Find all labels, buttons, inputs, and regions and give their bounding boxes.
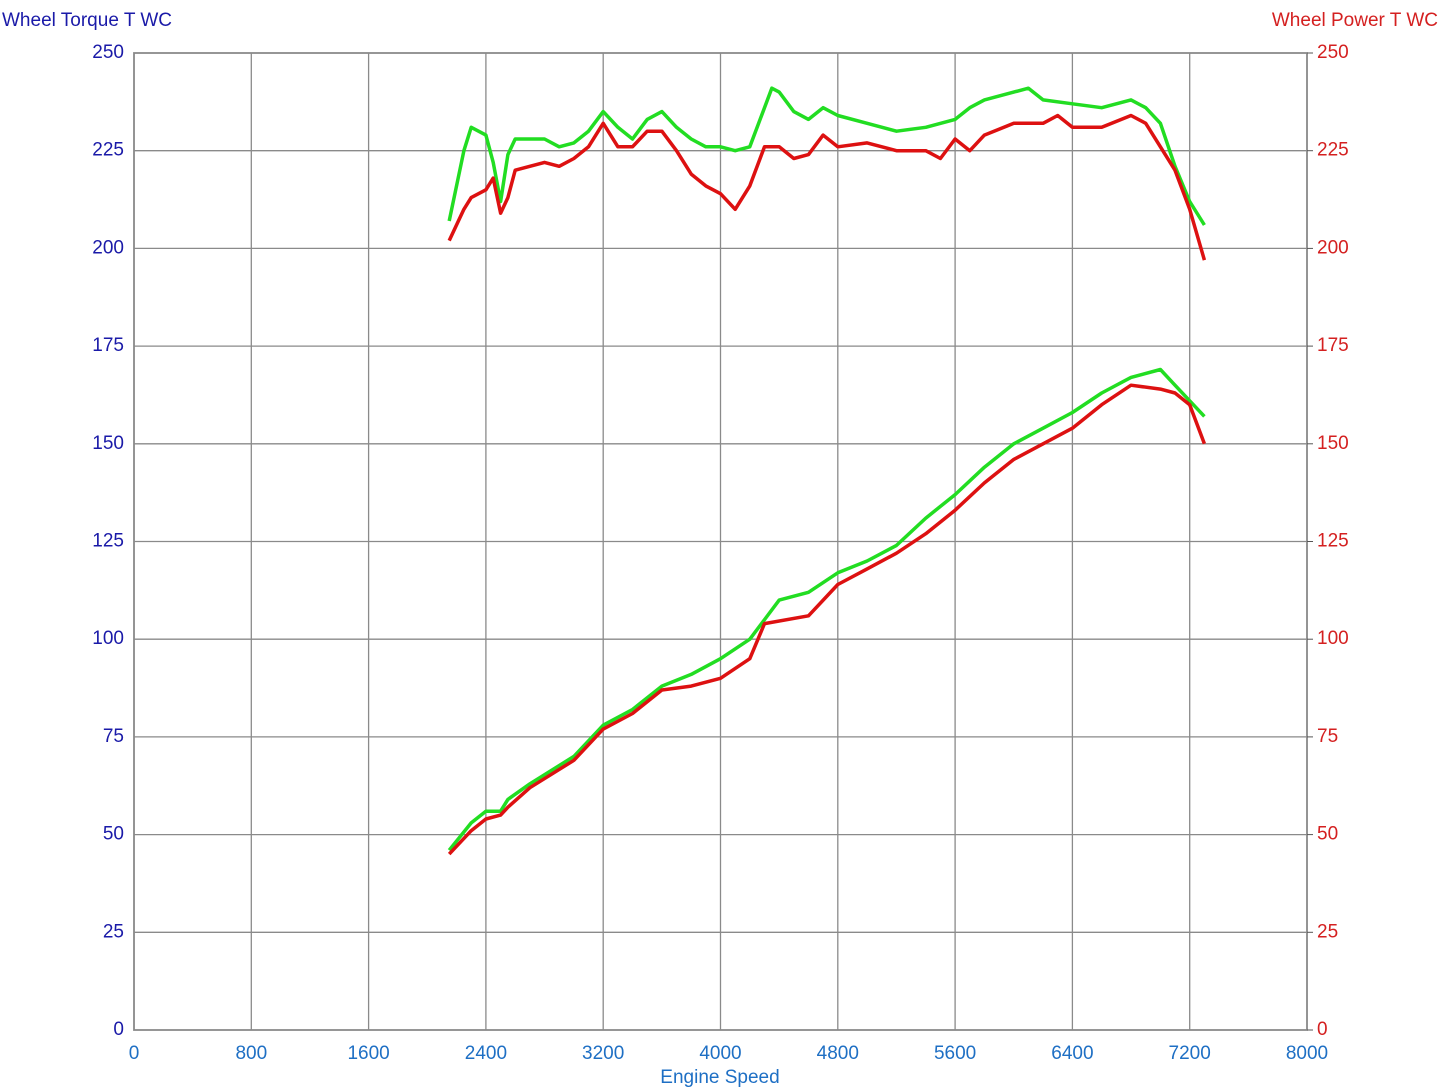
y2-tick-label: 100 bbox=[1317, 628, 1349, 649]
y-tick-label: 150 bbox=[92, 433, 124, 454]
x-tick-label: 1600 bbox=[347, 1043, 389, 1064]
y2-tick-label: 250 bbox=[1317, 42, 1349, 63]
y2-tick-label: 200 bbox=[1317, 237, 1349, 258]
y2-tick-label: 125 bbox=[1317, 531, 1349, 552]
y-tick-label: 100 bbox=[92, 628, 124, 649]
y-tick-label: 225 bbox=[92, 140, 124, 161]
y-tick-label: 175 bbox=[92, 335, 124, 356]
y-tick-label: 0 bbox=[113, 1019, 124, 1040]
x-tick-label: 0 bbox=[129, 1043, 140, 1064]
x-axis-title: Engine Speed bbox=[660, 1067, 779, 1088]
y-tick-label: 125 bbox=[92, 531, 124, 552]
x-tick-label: 8000 bbox=[1286, 1043, 1328, 1064]
x-tick-label: 6400 bbox=[1051, 1043, 1093, 1064]
y2-tick-label: 75 bbox=[1317, 726, 1338, 747]
y-tick-label: 200 bbox=[92, 237, 124, 258]
y-tick-label: 75 bbox=[103, 726, 124, 747]
y-axis-title: Wheel Torque T WC bbox=[2, 10, 172, 31]
y-tick-label: 50 bbox=[103, 824, 124, 845]
y2-axis-title: Wheel Power T WC bbox=[1272, 10, 1438, 31]
x-tick-label: 3200 bbox=[582, 1043, 624, 1064]
y2-tick-label: 225 bbox=[1317, 140, 1349, 161]
x-tick-label: 5600 bbox=[934, 1043, 976, 1064]
series-line bbox=[447, 113, 1207, 261]
x-tick-label: 4000 bbox=[699, 1043, 741, 1064]
series-line bbox=[447, 383, 1207, 856]
series-line bbox=[447, 367, 1206, 852]
x-tick-label: 4800 bbox=[817, 1043, 859, 1064]
series-line bbox=[447, 86, 1206, 226]
x-tick-label: 800 bbox=[235, 1043, 267, 1064]
y2-tick-label: 175 bbox=[1317, 335, 1349, 356]
x-tick-label: 7200 bbox=[1169, 1043, 1211, 1064]
y2-tick-label: 0 bbox=[1317, 1019, 1328, 1040]
y2-tick-label: 25 bbox=[1317, 921, 1338, 942]
x-tick-label: 2400 bbox=[465, 1043, 507, 1064]
y-tick-label: 25 bbox=[103, 921, 124, 942]
y-tick-label: 250 bbox=[92, 42, 124, 63]
y2-tick-label: 150 bbox=[1317, 433, 1349, 454]
y2-tick-label: 50 bbox=[1317, 824, 1338, 845]
